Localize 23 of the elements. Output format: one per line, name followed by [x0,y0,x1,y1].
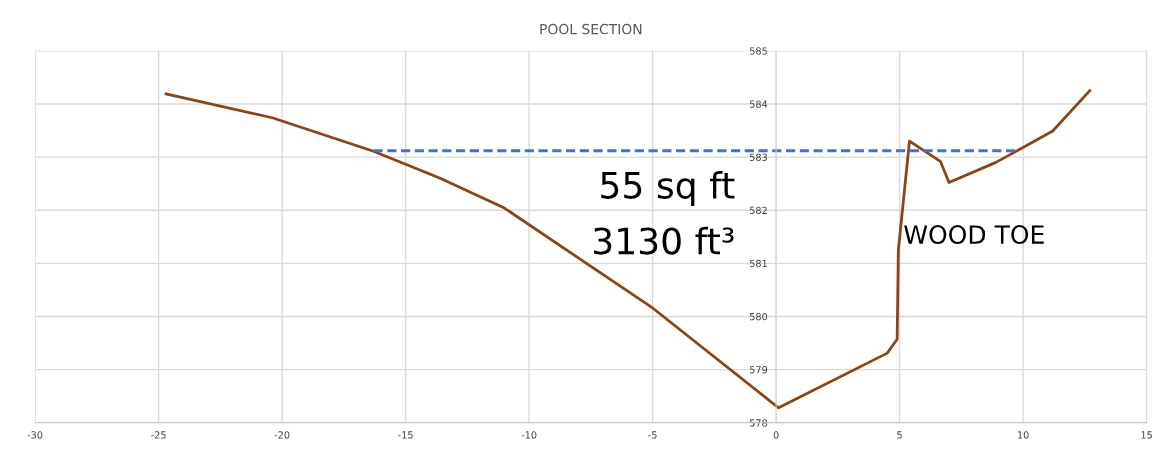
x-tick-label: 5 [897,431,902,439]
y-tick-label: 578 [749,419,768,427]
x-tick-label: -30 [27,431,43,439]
y-tick-label: 585 [749,47,767,55]
x-tick-label: 10 [1017,431,1029,439]
x-tick-label: 0 [773,431,779,439]
line-series [164,89,1092,410]
chart-title: POOL SECTION [540,23,642,35]
annotation: WOOD TOE [904,225,1044,245]
y-tick-label: 584 [749,100,768,108]
y-tick-label: 579 [749,366,768,374]
x-tick-label: -10 [521,431,537,439]
y-tick-label: 580 [749,312,768,321]
annotation: 55 sq ft [601,170,735,206]
y-tick-label: 582 [749,206,767,215]
annotation: 3130 ft³ [594,226,734,255]
y-tick-label: 581 [749,259,767,268]
x-tick-label: 15 [1141,431,1152,439]
x-tick-label: -15 [398,431,413,439]
y-tick-label: 583 [749,153,767,161]
x-tick-label: -25 [151,431,166,439]
x-tick-label: -20 [274,431,290,439]
x-tick-label: -5 [648,431,657,439]
